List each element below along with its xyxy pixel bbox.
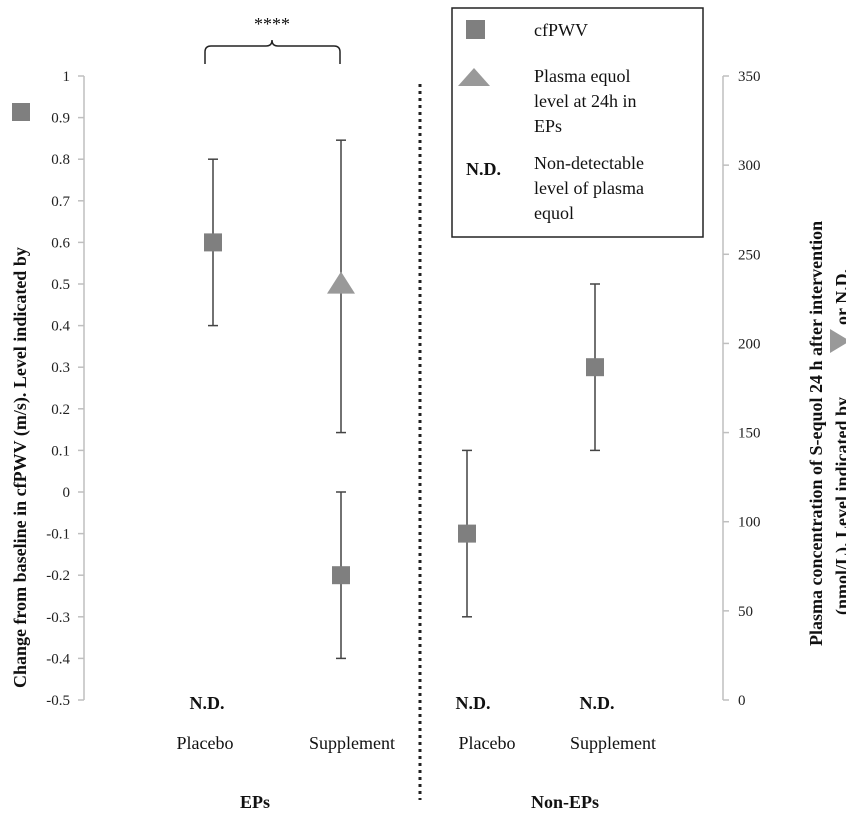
nd-label-noneps-placebo: N.D. — [456, 693, 491, 713]
left-tick-label: 0.8 — [51, 152, 70, 168]
right-tick-label: 0 — [738, 693, 746, 709]
legend-square-icon — [466, 20, 485, 39]
category-label-noneps-supplement: Supplement — [570, 733, 656, 753]
left-tick-label: 0 — [63, 485, 71, 501]
category-label-eps-supplement: Supplement — [309, 733, 395, 753]
right-tick-label: 200 — [738, 336, 761, 352]
svg-text:(nmol/L). Level indicated by: (nmol/L). Level indicated by — [832, 397, 846, 615]
left-tick-label: 0.2 — [51, 402, 70, 418]
cfpwv-point — [204, 233, 222, 252]
right-axis-ticks: 350 300 250 200 150 100 50 0 — [723, 69, 761, 709]
left-tick-label: -0.4 — [46, 651, 70, 667]
left-axis-title-square-icon — [12, 103, 30, 121]
left-tick-label: 0.9 — [51, 111, 70, 127]
category-label-noneps-placebo: Placebo — [459, 733, 516, 753]
left-tick-label: 0.3 — [51, 360, 70, 376]
left-tick-label: 0.4 — [51, 319, 70, 335]
nd-label-eps-placebo: N.D. — [190, 693, 225, 713]
right-axis-title-triangle-icon — [830, 329, 846, 353]
legend-nd-key: N.D. — [466, 159, 501, 179]
left-tick-label: 0.7 — [51, 194, 70, 210]
right-tick-label: 150 — [738, 426, 761, 442]
legend-triangle-label-1: Plasma equol — [534, 66, 631, 86]
left-tick-label: 1 — [63, 69, 71, 85]
left-tick-label: 0.5 — [51, 277, 70, 293]
right-tick-label: 250 — [738, 247, 761, 263]
left-tick-label: 0.6 — [51, 235, 70, 251]
left-tick-label: -0.5 — [46, 693, 70, 709]
left-axis-title: Change from baseline in cfPWV (m/s). Lev… — [10, 103, 31, 688]
right-axis-title: Plasma concentration of S-equol 24 h aft… — [806, 221, 826, 646]
svg-text:Plasma concentration of S-equo: Plasma concentration of S-equol 24 h aft… — [806, 221, 826, 646]
significance-bracket — [204, 39, 341, 64]
legend-nd-label-2: level of plasma — [534, 178, 644, 198]
cfpwv-point — [586, 358, 604, 377]
svg-text:Change from baseline in cfPWV: Change from baseline in cfPWV (m/s). Lev… — [10, 247, 31, 688]
left-axis-ticks: 1 0.9 0.8 0.7 0.6 0.5 0.4 0.3 0.2 0.1 0 -0.1 -0.2 -0.… — [46, 69, 84, 709]
equol-point — [327, 271, 355, 294]
right-tick-label: 350 — [738, 69, 761, 85]
right-tick-label: 100 — [738, 515, 761, 531]
group-label-eps: EPs — [240, 792, 270, 812]
legend-cfpwv-label: cfPWV — [534, 20, 588, 40]
nd-label-noneps-supplement: N.D. — [580, 693, 615, 713]
category-label-eps-placebo: Placebo — [177, 733, 234, 753]
right-tick-label: 50 — [738, 604, 753, 620]
significance-label: **** — [254, 14, 290, 34]
cfpwv-point — [332, 566, 350, 585]
left-tick-label: -0.3 — [46, 610, 70, 626]
left-tick-label: -0.2 — [46, 568, 70, 584]
left-tick-label: -0.1 — [46, 527, 70, 543]
legend-triangle-label-3: EPs — [534, 116, 562, 136]
legend: cfPWV Plasma equol level at 24h in EPs N… — [451, 7, 704, 238]
legend-box — [451, 7, 704, 238]
right-tick-label: 300 — [738, 158, 761, 174]
left-tick-label: 0.1 — [51, 443, 70, 459]
cfpwv-point — [458, 524, 476, 543]
markers — [204, 233, 604, 585]
axes — [83, 76, 724, 700]
legend-triangle-label-2: level at 24h in — [534, 91, 636, 111]
group-label-noneps: Non-EPs — [531, 792, 599, 812]
svg-text:or N.D.: or N.D. — [832, 269, 846, 325]
legend-nd-label-3: equol — [534, 203, 574, 223]
legend-nd-label-1: Non-detectable — [534, 153, 644, 173]
right-axis-title-line2: (nmol/L). Level indicated by or N.D. — [830, 269, 846, 615]
legend-triangle-icon — [458, 68, 490, 86]
